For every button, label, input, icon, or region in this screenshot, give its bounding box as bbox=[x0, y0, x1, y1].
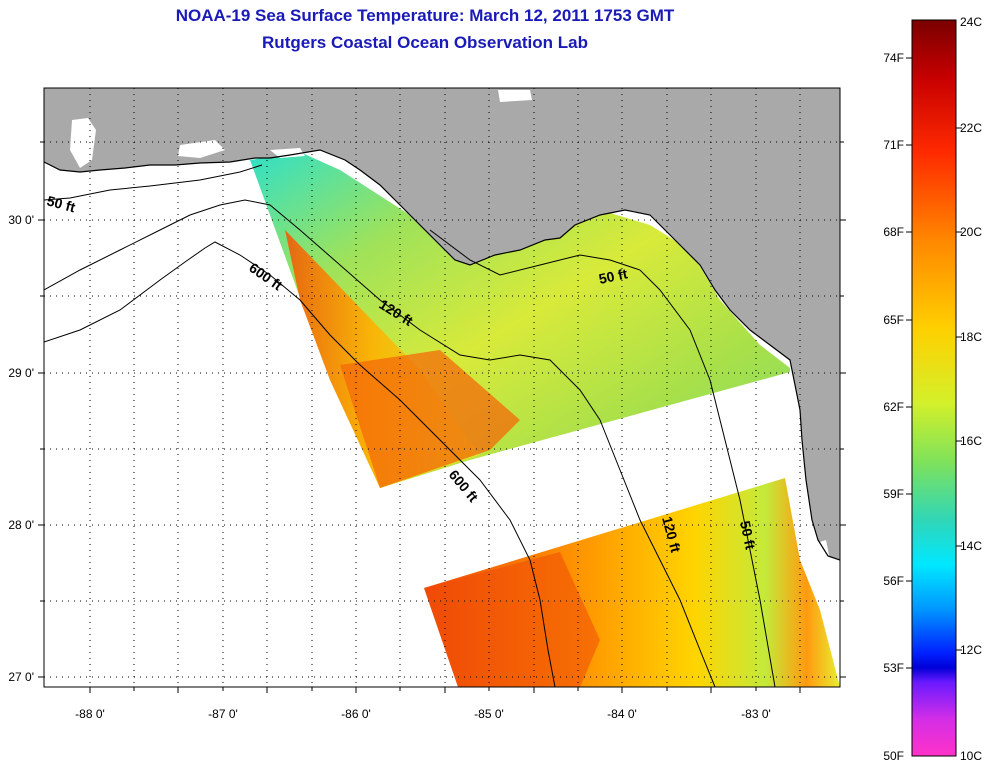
choctawhatchee-bay bbox=[270, 148, 305, 158]
y-tick-label: 28 0' bbox=[8, 518, 34, 532]
colorbar-f-label: 65F bbox=[883, 313, 904, 327]
x-tick-label: -87 0' bbox=[208, 707, 238, 721]
colorbar-f-label: 71F bbox=[883, 138, 904, 152]
colorbar-f-label: 56F bbox=[883, 574, 904, 588]
x-tick-label: -85 0' bbox=[474, 707, 504, 721]
land bbox=[44, 88, 840, 560]
sst-swaths bbox=[250, 152, 840, 687]
y-tick-label: 30 0' bbox=[8, 213, 34, 227]
colorbar-f-label: 50F bbox=[883, 749, 904, 763]
contour-label-50ft-west: 50 ft bbox=[45, 192, 77, 215]
colorbar-c-label: 18C bbox=[960, 330, 982, 344]
pensacola-bay bbox=[178, 140, 225, 158]
contour-50ft-east bbox=[429, 229, 776, 687]
lake-seminole bbox=[498, 90, 532, 102]
graticule bbox=[44, 88, 840, 687]
contour-label-50ft-south: 50 ft bbox=[737, 519, 759, 551]
colorbar-f-label: 53F bbox=[883, 661, 904, 675]
map-title: NOAA-19 Sea Surface Temperature: March 1… bbox=[175, 6, 675, 25]
map-subtitle: Rutgers Coastal Ocean Observation Lab bbox=[262, 33, 588, 52]
depth-contours bbox=[44, 164, 776, 687]
sst-warm-south bbox=[424, 552, 600, 687]
colorbar-c-label: 12C bbox=[960, 643, 982, 657]
axis-ticks bbox=[38, 141, 846, 693]
colorbar-c-label: 16C bbox=[960, 434, 982, 448]
y-tick-label: 29 0' bbox=[8, 366, 34, 380]
colorbar-c-label: 24C bbox=[960, 15, 982, 29]
sst-warm-patch bbox=[340, 350, 520, 488]
colorbar-c-label: 20C bbox=[960, 225, 982, 239]
colorbar-c-label: 22C bbox=[960, 121, 982, 135]
colorbar-f-label: 74F bbox=[883, 51, 904, 65]
colorbar-c-label: 14C bbox=[960, 539, 982, 553]
contour-600ft bbox=[44, 241, 556, 687]
x-tick-label: -88 0' bbox=[75, 707, 105, 721]
colorbar-f-label: 59F bbox=[883, 487, 904, 501]
x-tick-label: -84 0' bbox=[607, 707, 637, 721]
plot-frame bbox=[43, 87, 841, 688]
colorbar-c-label: 10C bbox=[960, 749, 982, 763]
coastline bbox=[44, 149, 840, 561]
colorbar-gradient bbox=[911, 19, 957, 757]
contour-label-50ft-north: 50 ft bbox=[597, 265, 629, 287]
contour-50ft-west bbox=[44, 164, 263, 201]
x-tick-label: -83 0' bbox=[741, 707, 771, 721]
y-tick-label: 27 0' bbox=[8, 670, 34, 684]
x-tick-label: -86 0' bbox=[341, 707, 371, 721]
temperature-colorbar: 74F 71F 68F 65F 62F 59F 56F 53F 50F 24C … bbox=[883, 15, 982, 763]
colorbar-f-label: 68F bbox=[883, 225, 904, 239]
colorbar-f-label: 62F bbox=[883, 400, 904, 414]
contour-120ft bbox=[44, 199, 716, 687]
